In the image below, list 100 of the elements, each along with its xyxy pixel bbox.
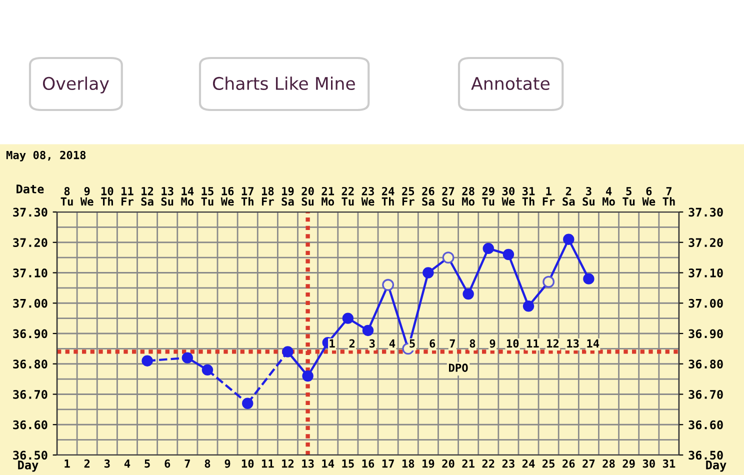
point: [462, 288, 474, 300]
y2-tick-label: 37.30: [688, 208, 723, 217]
x-tick-label: 2: [84, 459, 90, 468]
text: 31 Th: [522, 186, 535, 206]
y-tick-label: 36.50: [13, 450, 48, 460]
point: [342, 312, 354, 324]
text: 11 Fr: [122, 187, 134, 206]
text: 7 Th: [662, 187, 675, 206]
annotation: DPO: [449, 364, 468, 372]
x-tick-label: 13: [302, 459, 314, 468]
annotation: 1: [330, 339, 335, 348]
text: 19 Sa: [282, 187, 294, 206]
y-tick-label: 36.60: [13, 420, 48, 430]
annotation: 5: [410, 339, 415, 348]
annotation: 6: [430, 339, 436, 348]
text: Day: [706, 460, 726, 472]
x-tick-label: 28: [602, 459, 615, 468]
x-tick-label: 27: [582, 459, 595, 468]
y2-tick-label: 37.10: [688, 268, 723, 278]
text: 22 Tu: [342, 186, 354, 206]
annotation: 14: [587, 339, 600, 348]
point: [202, 364, 214, 376]
y2-tick-label: 36.60: [688, 420, 723, 430]
point: [502, 248, 514, 260]
text: 8 Tu: [60, 186, 73, 206]
text: 12 Sa: [141, 186, 154, 206]
text: 2 Sa: [562, 186, 575, 206]
text: 4 Mo: [602, 187, 615, 206]
x-tick-label: 1: [64, 460, 70, 468]
y2-tick-label: 36.50: [688, 450, 723, 460]
x-tick-label: 12: [282, 459, 294, 468]
text: 23 We: [361, 186, 374, 206]
annotation: 3: [370, 339, 375, 348]
point: [362, 324, 374, 336]
annotation: 11: [527, 339, 539, 348]
x-tick-label: 11: [262, 460, 274, 468]
x-tick-label: 19: [422, 459, 434, 468]
annotation: 7: [450, 339, 455, 348]
text: 21 Mo: [322, 186, 334, 206]
text: Overlay: [42, 76, 109, 94]
text: 25 Fr: [402, 186, 414, 206]
x-tick-label: 26: [562, 459, 575, 468]
text: 17 Th: [241, 187, 254, 206]
point: [182, 352, 194, 364]
annotation: 4: [389, 339, 396, 348]
point: [422, 267, 434, 278]
text: 5 Tu: [622, 187, 635, 206]
x-tick-label: 4: [124, 460, 130, 468]
x-tick-label: 8: [204, 459, 210, 468]
text: 10 Th: [100, 186, 114, 206]
x-tick-label: 21: [462, 459, 474, 468]
x-tick-label: 16: [362, 459, 374, 468]
x-tick-label: 30: [642, 459, 655, 468]
y-tick-label: 37.20: [13, 238, 48, 248]
text: 9 We: [80, 187, 94, 206]
y2-tick-label: 36.90: [688, 329, 723, 338]
annotation: 8: [470, 339, 476, 348]
y-tick-label: 37.10: [13, 268, 48, 278]
text: 16 We: [220, 186, 234, 206]
x-tick-label: 9: [224, 459, 230, 468]
point: [583, 273, 594, 284]
annotation: 10: [506, 339, 519, 348]
x-tick-label: 18: [402, 459, 414, 468]
x-tick-label: 5: [144, 460, 150, 468]
text: 24 Th: [382, 186, 394, 206]
point: [302, 370, 314, 382]
x-axis-title: Day: [18, 460, 38, 472]
text: 20 Su: [302, 186, 314, 206]
x-tick-label: 22: [482, 459, 494, 468]
annotation: 12: [547, 339, 559, 348]
y2-tick-label: 36.70: [688, 390, 723, 399]
chart-title: May 08, 2018: [6, 150, 86, 162]
x-tick-label: 20: [442, 459, 454, 468]
point: [522, 300, 534, 312]
x-tick-label: 14: [322, 460, 334, 468]
text: 3 Su: [582, 186, 594, 206]
y-tick-label: 37.00: [13, 298, 48, 308]
point: [142, 355, 153, 366]
x-tick-label: 15: [342, 460, 354, 468]
y-tick-label: 36.70: [13, 390, 48, 399]
x-tick-label: 23: [502, 459, 514, 468]
x-tick-label: 3: [104, 459, 110, 468]
x-tick-label: 7: [184, 460, 190, 468]
x-tick-label: 6: [164, 459, 170, 468]
text: 14 Mo: [181, 187, 194, 206]
y-tick-label: 36.80: [13, 360, 48, 369]
y-tick-label: 37.30: [13, 208, 48, 217]
text: Annotate: [471, 77, 550, 90]
y2-tick-label: 36.80: [688, 360, 723, 369]
text: 13 Su: [161, 186, 174, 206]
text: 26 Sa: [422, 186, 434, 206]
x-tick-label: 24: [522, 459, 535, 468]
annotation: 9: [490, 339, 496, 348]
x-tick-label: 10: [242, 459, 254, 468]
x-tick-label: 31: [662, 459, 676, 468]
x-tick-label: 25: [542, 459, 555, 468]
y-tick-label: 36.90: [13, 329, 48, 338]
text: 27 Su: [442, 186, 454, 206]
text: Charts Like Mine: [212, 76, 355, 90]
text: 28 Mo: [462, 186, 474, 206]
